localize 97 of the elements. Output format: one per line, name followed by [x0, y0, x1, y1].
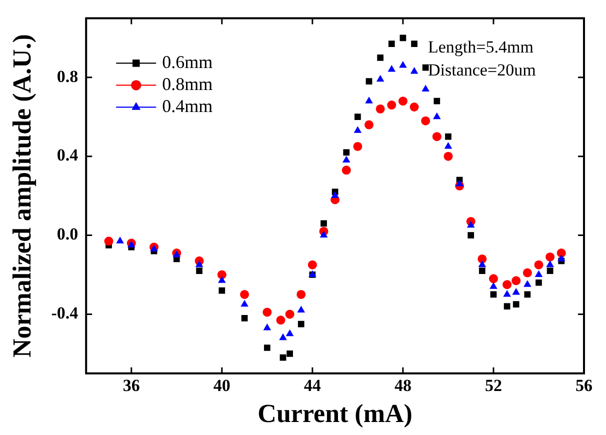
point — [478, 254, 487, 264]
point — [433, 112, 441, 120]
point — [331, 191, 339, 198]
point — [445, 133, 452, 140]
point — [279, 333, 287, 340]
point — [343, 149, 350, 156]
point — [263, 324, 272, 330]
point — [353, 142, 362, 151]
point — [411, 40, 418, 48]
point — [468, 232, 474, 238]
point — [388, 40, 395, 48]
point — [512, 288, 520, 295]
point — [524, 280, 532, 287]
point — [376, 104, 385, 114]
annotation: Length=5.4mm — [428, 38, 534, 57]
point — [240, 290, 250, 299]
point — [320, 220, 327, 227]
x-tick-label: 40 — [213, 376, 230, 395]
point — [503, 290, 511, 297]
point — [377, 54, 384, 61]
point — [478, 268, 486, 274]
point — [536, 279, 542, 286]
point — [504, 303, 510, 310]
point — [342, 156, 350, 163]
point — [262, 308, 272, 317]
point — [364, 120, 374, 130]
point — [354, 126, 362, 133]
y-tick-label: 0.8 — [56, 66, 78, 86]
y-tick-label: -0.4 — [51, 304, 79, 323]
point — [218, 287, 226, 294]
point — [195, 260, 204, 268]
point — [342, 166, 351, 175]
point — [512, 276, 521, 286]
point — [286, 329, 294, 336]
point — [399, 61, 407, 68]
point — [297, 306, 306, 313]
point — [502, 280, 512, 290]
y-tick-label: 0.4 — [56, 146, 79, 165]
x-tick-label: 44 — [304, 376, 322, 395]
legend-label: 0.8mm — [162, 74, 213, 94]
point — [444, 152, 453, 161]
point — [434, 98, 440, 104]
x-tick-label: 36 — [122, 376, 140, 395]
x-tick-label: 48 — [394, 376, 412, 395]
legend-label: 0.6mm — [162, 52, 213, 72]
point — [422, 64, 429, 71]
point — [280, 354, 286, 361]
point — [410, 102, 419, 112]
point — [546, 268, 554, 274]
point — [116, 236, 124, 244]
point — [546, 252, 555, 262]
point — [264, 344, 270, 351]
x-tick-label: 52 — [484, 376, 502, 395]
point — [196, 268, 202, 274]
point — [298, 320, 304, 328]
y-tick-label: 0.0 — [56, 224, 78, 244]
point — [366, 78, 372, 85]
point — [534, 270, 543, 277]
point — [218, 276, 226, 283]
point — [456, 179, 464, 186]
point — [422, 84, 430, 92]
point — [240, 300, 248, 307]
annotation: Distance=20um — [428, 60, 536, 80]
point — [556, 248, 566, 258]
point — [387, 100, 396, 110]
legend-label: 0.4mm — [162, 96, 213, 116]
point — [534, 260, 544, 270]
point — [522, 268, 532, 278]
point — [410, 66, 418, 74]
point — [466, 220, 475, 228]
point — [488, 274, 498, 284]
point — [104, 236, 114, 246]
point — [546, 260, 554, 268]
point — [285, 310, 294, 319]
point — [286, 350, 293, 357]
point — [421, 116, 430, 126]
x-tick-label: 56 — [576, 376, 592, 395]
point — [490, 282, 498, 289]
point — [376, 74, 384, 82]
point — [320, 230, 328, 238]
y-axis-title: Normalized amplitude (A.U.) — [7, 34, 36, 358]
point — [432, 132, 442, 142]
point — [308, 260, 317, 270]
point — [241, 314, 248, 322]
x-axis-title: Current (mA) — [258, 399, 412, 428]
point — [365, 96, 373, 104]
point — [388, 65, 396, 72]
point — [444, 142, 452, 149]
point — [296, 290, 306, 299]
point — [557, 254, 566, 262]
point — [276, 316, 286, 325]
point — [478, 260, 486, 268]
point — [217, 270, 226, 280]
point — [398, 96, 408, 106]
point — [524, 291, 531, 298]
point — [354, 114, 361, 120]
point — [512, 301, 520, 308]
